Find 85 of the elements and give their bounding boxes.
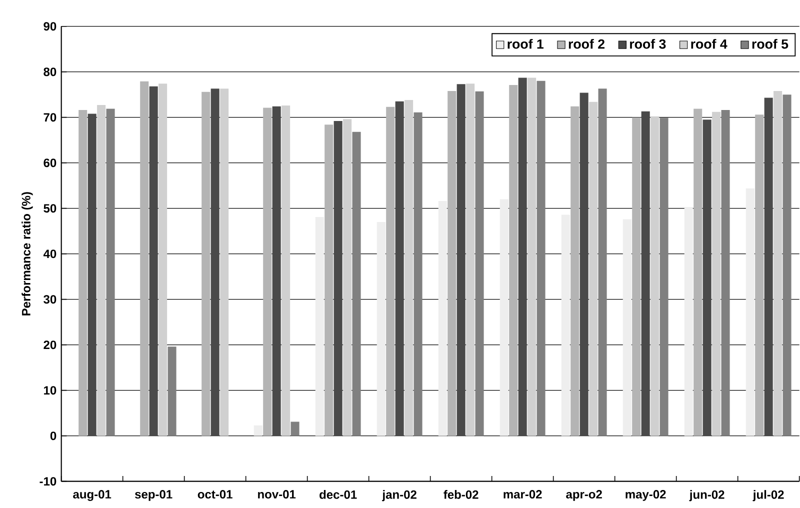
x-tick-label: oct-01 xyxy=(198,490,232,499)
bar xyxy=(334,120,342,436)
legend-label: roof 3 xyxy=(630,38,666,49)
legend-label: roof 2 xyxy=(568,38,604,49)
bar xyxy=(570,106,580,436)
bar xyxy=(352,132,361,436)
bar xyxy=(466,84,475,436)
bar xyxy=(158,84,168,436)
bar xyxy=(694,108,702,436)
bar xyxy=(702,120,712,436)
y-tick-label: 90 xyxy=(44,22,56,31)
y-tick-label: 30 xyxy=(44,295,56,304)
bar xyxy=(97,105,106,436)
bar xyxy=(755,114,764,436)
bar xyxy=(315,216,324,436)
bar xyxy=(589,102,598,436)
legend-label: roof 1 xyxy=(508,38,544,49)
bar xyxy=(168,346,176,436)
x-tick-label: feb-02 xyxy=(444,490,478,499)
bar xyxy=(149,86,158,436)
bar xyxy=(254,425,262,436)
bar xyxy=(746,188,754,436)
x-tick-label: may-02 xyxy=(626,490,666,501)
bar xyxy=(414,112,422,436)
legend-label: roof 5 xyxy=(752,38,788,49)
x-tick-label: dec-01 xyxy=(320,490,357,499)
bar xyxy=(475,91,484,436)
bar xyxy=(343,119,352,436)
x-tick-label: nov-01 xyxy=(258,490,296,499)
x-tick-label: aug-01 xyxy=(73,490,112,501)
x-tick-label: jan-02 xyxy=(382,490,416,502)
bar xyxy=(386,106,395,436)
y-tick-label: 80 xyxy=(44,68,56,76)
bar xyxy=(712,112,721,436)
legend-label: roof 4 xyxy=(691,38,728,49)
y-tick-label: 0 xyxy=(50,432,56,440)
bar xyxy=(106,108,115,436)
bar xyxy=(650,116,660,436)
bar xyxy=(580,92,588,436)
x-tick-label: apr-o2 xyxy=(566,490,602,501)
y-tick-label: 10 xyxy=(44,386,56,395)
bar xyxy=(448,90,456,436)
bar xyxy=(202,92,210,436)
bar xyxy=(632,117,641,436)
y-tick-label: 70 xyxy=(44,113,56,122)
y-tick-label: -10 xyxy=(40,477,56,486)
x-tick-label: jun-02 xyxy=(689,490,724,502)
bar xyxy=(263,108,272,436)
bar xyxy=(78,110,88,436)
bar xyxy=(721,110,730,436)
bar xyxy=(404,100,414,436)
bar xyxy=(518,78,527,436)
bar xyxy=(561,214,570,436)
bar xyxy=(220,88,229,436)
bar xyxy=(272,106,281,436)
bar xyxy=(660,118,668,436)
bar xyxy=(395,101,404,436)
bar xyxy=(324,124,334,436)
bar xyxy=(528,78,536,436)
bar xyxy=(210,88,220,436)
bar xyxy=(598,88,607,436)
bar xyxy=(290,422,300,436)
bar xyxy=(764,98,773,436)
bar xyxy=(509,85,518,436)
y-tick-label: 20 xyxy=(44,340,56,350)
bar xyxy=(684,206,693,436)
y-axis-title: Performance ratio (%) xyxy=(22,192,33,316)
y-tick-label: 50 xyxy=(44,204,56,213)
bar xyxy=(456,84,466,436)
bar xyxy=(782,94,792,436)
bar xyxy=(282,106,290,436)
bar xyxy=(500,199,508,436)
x-tick-label: jul-02 xyxy=(752,490,784,502)
bar xyxy=(641,111,650,436)
x-tick-label: sep-01 xyxy=(134,490,172,501)
bar xyxy=(88,114,96,436)
bar xyxy=(622,219,632,436)
bar xyxy=(438,201,447,436)
x-tick-label: mar-02 xyxy=(504,490,542,499)
bar xyxy=(536,80,546,436)
bar xyxy=(140,81,149,436)
y-tick-label: 40 xyxy=(43,250,56,258)
bar xyxy=(376,222,386,436)
y-tick-label: 60 xyxy=(44,158,56,168)
bar xyxy=(774,90,782,436)
